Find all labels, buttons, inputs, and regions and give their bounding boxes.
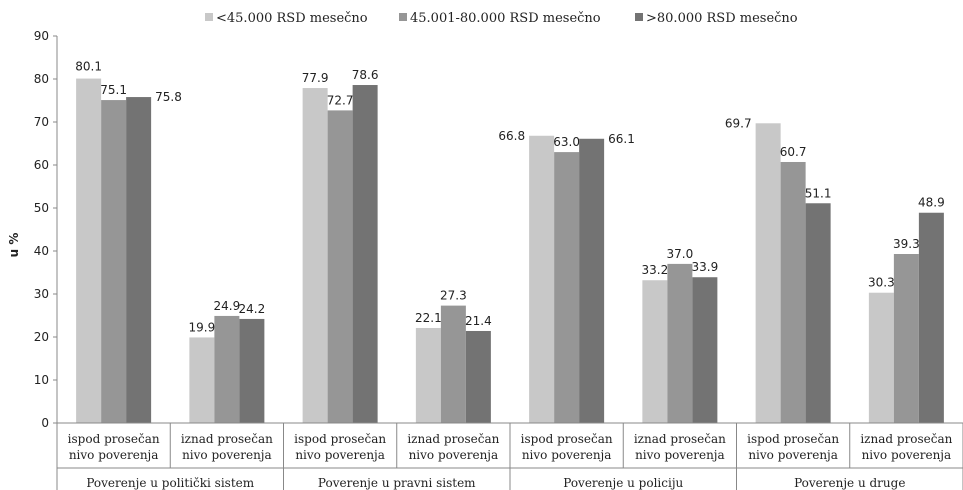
legend-swatch	[635, 13, 643, 21]
data-label: 72.7	[327, 93, 354, 107]
y-tick-label: 90	[34, 29, 49, 43]
legend-swatch	[399, 13, 407, 21]
x-axis: ispod prosečan nivo poverenja iznad proseč…	[56, 422, 963, 490]
category-label: ispod prosečan	[294, 432, 386, 446]
legend-swatch	[205, 13, 213, 21]
bar	[415, 327, 441, 423]
category-label: nivo poverenja	[295, 448, 385, 462]
category-label: ispod prosečan	[747, 432, 839, 446]
group-label: Poverenje u policiju	[563, 476, 683, 490]
category-label: nivo poverenja	[182, 448, 272, 462]
category-label: nivo poverenja	[748, 448, 838, 462]
data-label: 19.9	[189, 320, 216, 334]
legend-label: 45.001-80.000 RSD mesečno	[410, 11, 601, 26]
bar	[352, 85, 378, 424]
bar	[780, 161, 806, 424]
bar	[302, 88, 328, 423]
bar	[529, 135, 555, 423]
data-label: 27.3	[440, 289, 467, 303]
legend: <45.000 RSD mesečno 45.001-80.000 RSD mes…	[205, 11, 798, 26]
y-tick-label: 10	[34, 373, 49, 387]
category-label: iznad prosečan	[181, 432, 273, 446]
data-label: 75.8	[155, 90, 182, 104]
bar	[126, 97, 152, 423]
bar	[667, 263, 693, 423]
data-label: 75.1	[100, 83, 127, 97]
category-label: iznad prosečan	[860, 432, 952, 446]
bar	[214, 315, 240, 423]
group-label: Poverenje u druge	[794, 476, 905, 490]
bar	[692, 277, 718, 423]
category-label: nivo poverenja	[862, 448, 952, 462]
category-label: nivo poverenja	[522, 448, 612, 462]
data-label: 69.7	[725, 116, 752, 130]
y-tick-label: 80	[34, 72, 49, 86]
bar	[893, 254, 919, 423]
bar	[101, 100, 127, 423]
bar	[755, 123, 781, 423]
bar	[239, 318, 265, 423]
data-label: 21.4	[465, 314, 492, 328]
data-label: 80.1	[75, 60, 102, 74]
legend-label: <45.000 RSD mesečno	[216, 11, 368, 26]
data-label: 48.9	[918, 196, 945, 210]
category-label: iznad prosečan	[634, 432, 726, 446]
category-label: ispod prosečan	[68, 432, 160, 446]
data-label: 33.9	[692, 260, 719, 274]
bar	[440, 305, 466, 423]
legend-label: >80.000 RSD mesečno	[646, 11, 798, 26]
category-label: nivo poverenja	[635, 448, 725, 462]
y-tick-label: 50	[34, 201, 49, 215]
data-label: 63.0	[553, 135, 580, 149]
y-tick-label: 30	[34, 287, 49, 301]
y-axis: 0 10 20 30 40 50 60 70 80 90	[34, 29, 58, 430]
bar	[327, 110, 353, 423]
category-label: nivo poverenja	[409, 448, 499, 462]
category-label: nivo poverenja	[69, 448, 159, 462]
y-tick-label: 20	[34, 330, 49, 344]
y-axis-label: u %	[7, 233, 21, 258]
group-label: Poverenje u politički sistem	[86, 476, 254, 490]
bar	[579, 138, 605, 423]
data-label: 30.3	[868, 276, 895, 290]
data-label: 66.8	[498, 129, 525, 143]
data-label: 77.9	[302, 71, 329, 85]
data-label: 66.1	[608, 132, 635, 146]
bar	[805, 203, 831, 423]
data-label: 24.9	[214, 299, 241, 313]
y-tick-label: 40	[34, 244, 49, 258]
group-label: Poverenje u pravni sistem	[318, 476, 476, 490]
data-label: 51.1	[805, 186, 832, 200]
bar	[554, 152, 580, 423]
category-label: ispod prosečan	[521, 432, 613, 446]
y-tick-label: 70	[34, 115, 49, 129]
data-label: 24.2	[239, 302, 266, 316]
bar	[189, 337, 215, 423]
data-label: 60.7	[780, 145, 807, 159]
bar	[868, 292, 894, 423]
data-label: 33.2	[642, 263, 669, 277]
bar	[465, 330, 491, 423]
data-label: 78.6	[352, 68, 379, 82]
bar	[918, 212, 944, 423]
data-label: 37.0	[667, 247, 694, 261]
y-tick-label: 0	[41, 416, 49, 430]
bar	[76, 78, 102, 423]
data-label: 39.3	[893, 237, 920, 251]
category-label: iznad prosečan	[407, 432, 499, 446]
data-label: 22.1	[415, 311, 442, 325]
bar	[642, 280, 668, 423]
y-tick-label: 60	[34, 158, 49, 172]
bars: 80.1 19.9 77.9 22.1 66.8 33.2 69.7 30.3 75.1 24.9…	[75, 60, 945, 424]
